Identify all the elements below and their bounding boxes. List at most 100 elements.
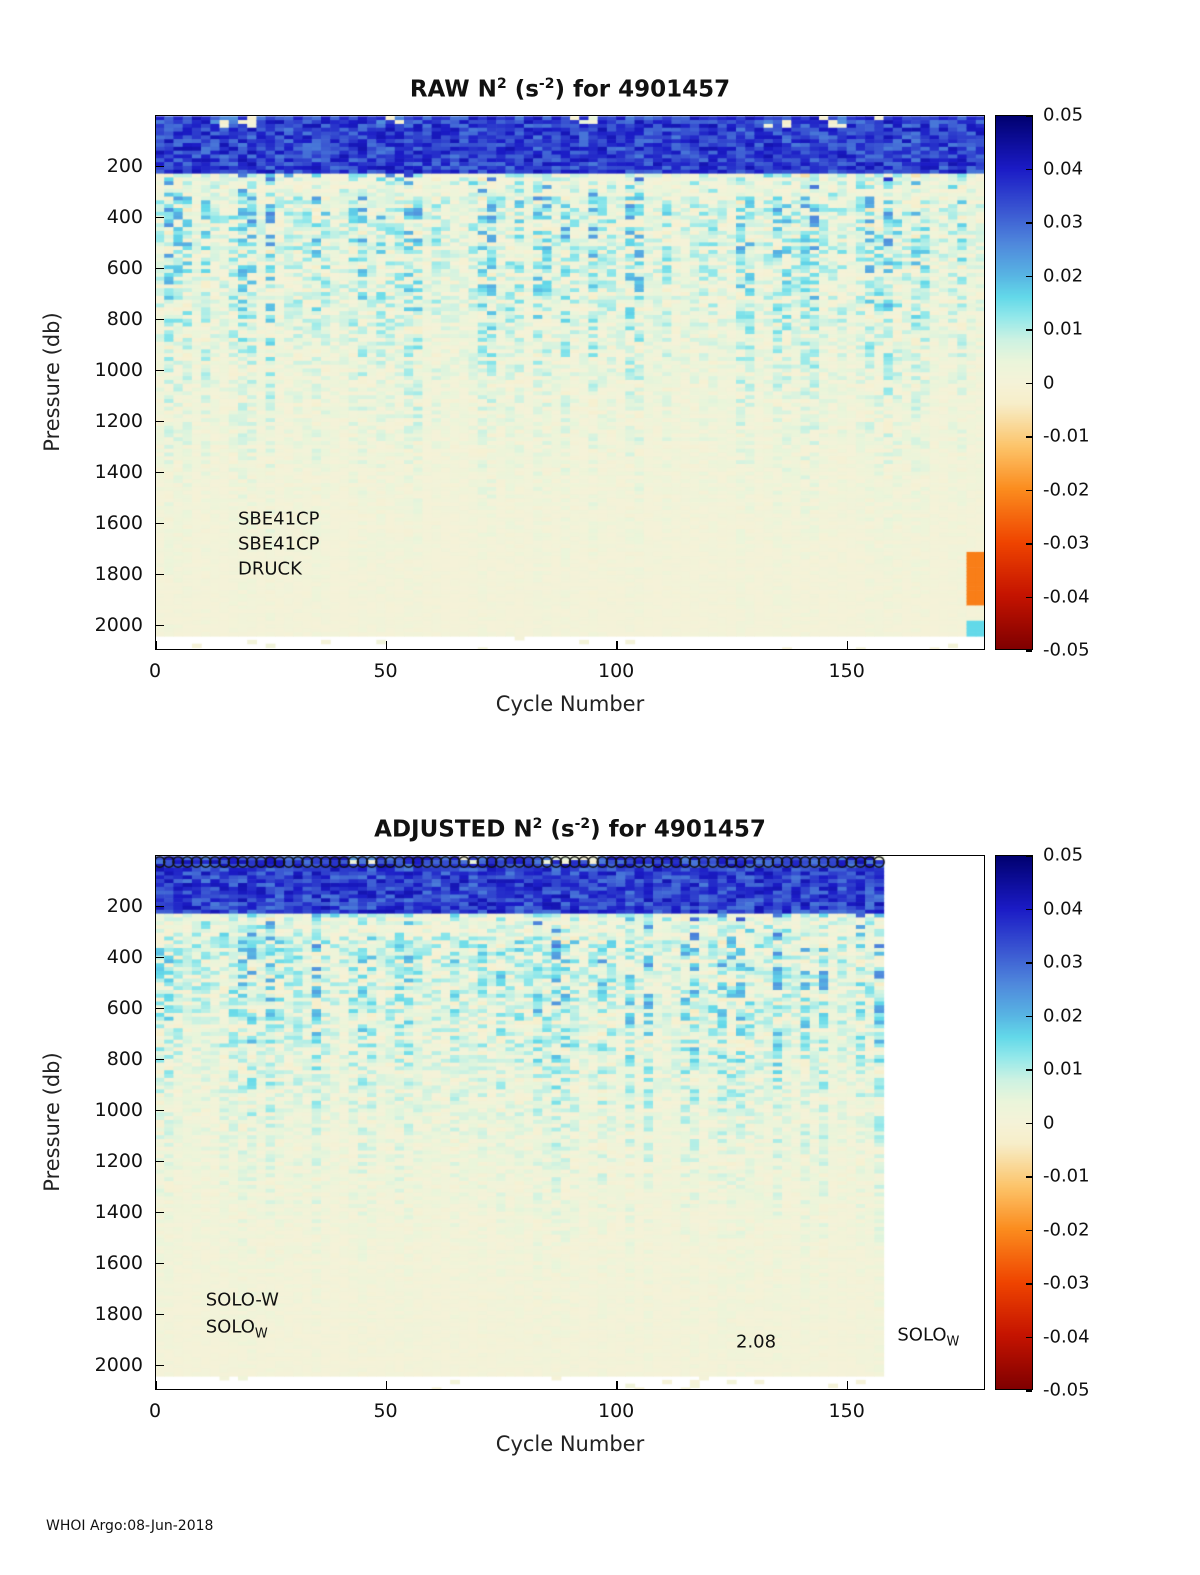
y-tick-label: 1200 (94, 409, 143, 432)
y-tick-mark (155, 165, 164, 168)
x-tick-label: 50 (373, 660, 398, 682)
y-tick-label: 1600 (94, 1251, 143, 1274)
colorbar-tick-mark (1026, 1229, 1032, 1231)
title-superscript: -2 (538, 76, 555, 92)
colorbar-tick-mark (1026, 908, 1032, 910)
colorbar-tick-mark (1026, 962, 1032, 964)
y-tick-mark (155, 216, 164, 219)
annotation-text: SOLO-W (205, 1289, 279, 1311)
colorbar-tick-mark (1026, 543, 1032, 545)
annotation-text: 2.08 (736, 1331, 777, 1353)
title-text: RAW N (409, 76, 497, 103)
colorbar-tick-label: -0.05 (1043, 1379, 1090, 1401)
colorbar-tick-label: 0.05 (1043, 104, 1084, 126)
y-tick-label: 200 (106, 154, 143, 177)
y-tick-mark (155, 1058, 164, 1061)
annotation-text: SBE41CP (238, 508, 320, 530)
title-text: ) for 4901457 (554, 76, 731, 103)
colorbar-tick-mark (1026, 436, 1032, 438)
colorbar-tick-label: 0 (1043, 372, 1055, 393)
y-tick-label: 1400 (94, 1200, 143, 1223)
colorbar-tick-mark (1026, 1283, 1032, 1285)
x-tick-mark (385, 641, 388, 650)
adjusted-heatmap-canvas (155, 855, 985, 1390)
y-tick-label: 2000 (94, 613, 143, 636)
annotation-solo: SOLOW (206, 1317, 268, 1342)
y-tick-label: 1800 (94, 562, 143, 585)
y-tick-label: 600 (106, 996, 143, 1019)
colorbar-tick-mark (1026, 1122, 1032, 1124)
annotation-text: SOLO (205, 1317, 255, 1339)
y-tick-mark (155, 1313, 164, 1316)
colorbar-tick-label: -0.04 (1043, 1326, 1090, 1347)
x-tick-label: 100 (597, 1400, 635, 1422)
x-tick-mark (846, 1381, 849, 1390)
colorbar-tick-label: -0.03 (1043, 1272, 1090, 1294)
colorbar-tick-label: 0.03 (1043, 951, 1084, 973)
annotation-subscript: W (254, 1326, 268, 1342)
x-tick-label: 100 (597, 660, 635, 682)
y-tick-label: 2000 (94, 1353, 143, 1376)
annotation-solo: SOLOW (897, 1325, 959, 1350)
colorbar-tick-label: -0.02 (1043, 1219, 1090, 1240)
y-tick-mark (155, 267, 164, 270)
y-tick-label: 400 (106, 945, 143, 968)
colorbar-tick-mark (1026, 115, 1032, 117)
title-superscript: -2 (574, 816, 591, 832)
colorbar-tick-mark (1026, 275, 1032, 277)
colorbar-tick-label: -0.02 (1043, 479, 1090, 500)
title-text: (s (506, 76, 539, 103)
raw-x-axis-label: Cycle Number (495, 692, 645, 716)
x-tick-mark (616, 1381, 618, 1390)
x-tick-mark (385, 1381, 388, 1390)
y-tick-mark (155, 1211, 164, 1214)
title-superscript: 2 (532, 816, 543, 832)
colorbar-tick-mark (1026, 1176, 1032, 1178)
y-tick-mark (155, 573, 164, 576)
colorbar-tick-label: -0.01 (1043, 1165, 1090, 1187)
title-superscript: 2 (496, 76, 507, 92)
x-tick-mark (846, 641, 849, 650)
colorbar-tick-label: -0.04 (1043, 586, 1090, 607)
colorbar-tick-mark (1026, 596, 1032, 598)
y-tick-label: 1200 (94, 1149, 143, 1172)
y-tick-mark (155, 956, 164, 959)
y-tick-label: 800 (106, 1047, 143, 1070)
colorbar-tick-mark (1026, 168, 1032, 170)
y-tick-label: 1600 (94, 511, 143, 534)
title-text: (s (542, 816, 575, 843)
annotation-text: SOLO (897, 1324, 947, 1346)
y-tick-mark (155, 1262, 164, 1265)
raw-heatmap-canvas (155, 115, 985, 650)
raw-y-axis-label: Pressure (db) (40, 312, 64, 452)
x-tick-label: 150 (828, 1400, 865, 1422)
colorbar-tick-mark (1026, 1069, 1032, 1071)
y-tick-mark (155, 905, 164, 908)
footer-credit: WHOI Argo:08-Jun-2018 (46, 1518, 214, 1534)
x-tick-label: 50 (373, 1400, 398, 1422)
raw-plot-title: RAW N2 (s-2) for 4901457 (155, 76, 985, 103)
annotation-druck: DRUCK (238, 558, 302, 579)
x-tick-label: 150 (828, 660, 865, 682)
y-tick-mark (155, 1364, 164, 1367)
title-text: ) for 4901457 (590, 816, 766, 843)
x-tick-mark (616, 641, 618, 650)
y-tick-mark (155, 1007, 164, 1010)
colorbar-tick-label: -0.03 (1043, 532, 1090, 554)
colorbar-tick-label: 0.02 (1043, 265, 1084, 286)
colorbar-tick-label: 0.04 (1043, 158, 1084, 179)
colorbar-tick-mark (1026, 1336, 1032, 1338)
colorbar-tick-label: 0.01 (1043, 1058, 1084, 1080)
x-tick-label: 0 (148, 1400, 162, 1422)
y-tick-mark (155, 471, 164, 474)
annotation-subscript: W (946, 1334, 960, 1350)
y-tick-label: 600 (106, 256, 143, 279)
y-tick-label: 1000 (94, 1098, 143, 1121)
y-tick-mark (155, 1160, 164, 1163)
y-tick-label: 1000 (94, 358, 143, 381)
y-tick-label: 1400 (94, 460, 143, 483)
y-tick-label: 1800 (94, 1302, 143, 1325)
annotation-text: DRUCK (238, 558, 302, 580)
x-tick-mark (155, 1381, 157, 1390)
